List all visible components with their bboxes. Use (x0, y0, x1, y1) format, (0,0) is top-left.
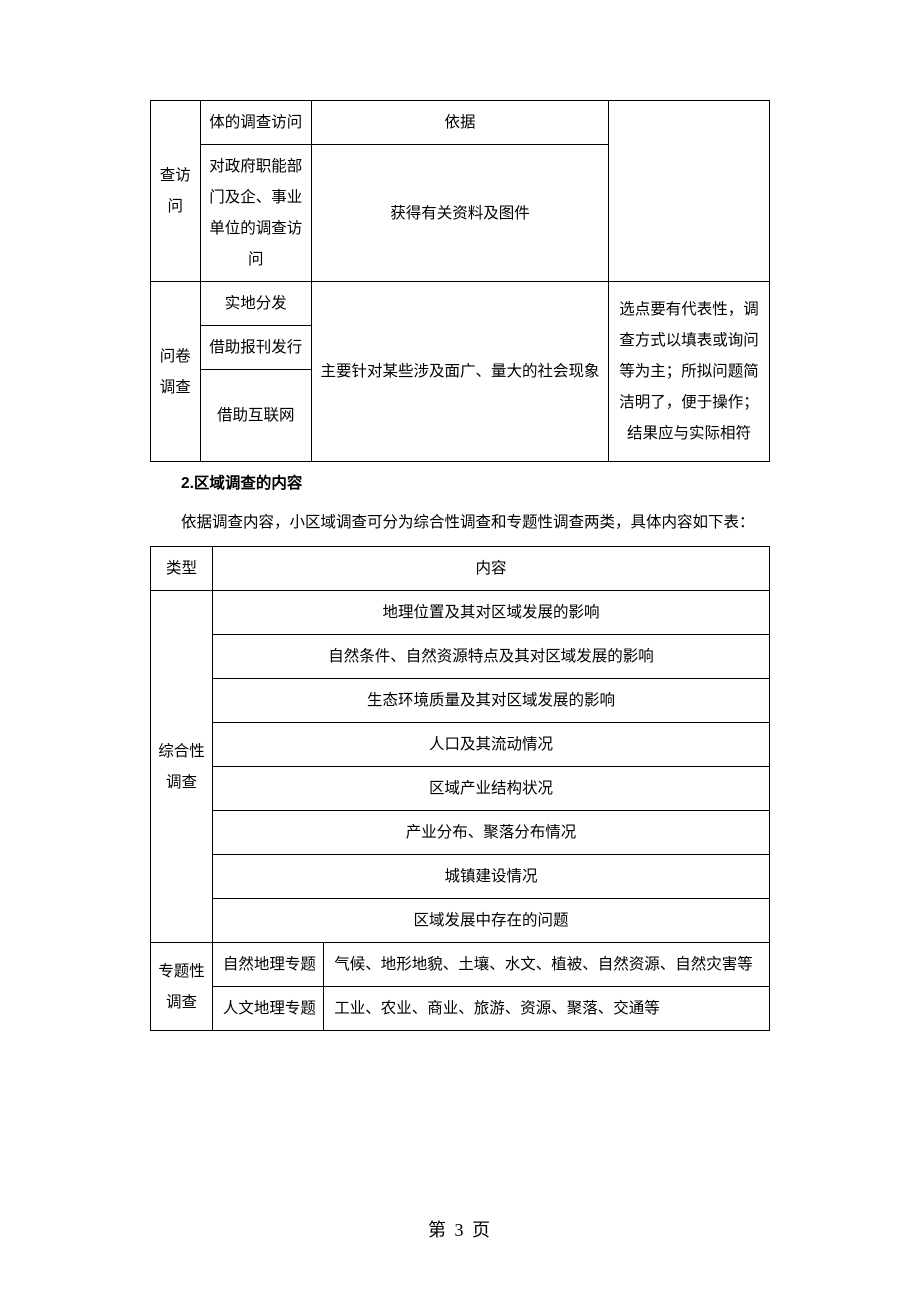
table-header-row: 类型 内容 (151, 547, 770, 591)
row-label: 综合性调查 (151, 591, 213, 943)
cell: 城镇建设情况 (212, 855, 769, 899)
cell: 自然条件、自然资源特点及其对区域发展的影响 (212, 635, 769, 679)
cell: 体的调查访问 (200, 101, 311, 145)
cell: 选点要有代表性，调查方式以填表或询问等为主；所拟问题简洁明了，便于操作；结果应与… (609, 282, 770, 462)
page-number: 第 3 页 (0, 1216, 920, 1242)
cell: 区域产业结构状况 (212, 767, 769, 811)
cell: 主要针对某些涉及面广、量大的社会现象 (311, 282, 608, 462)
cell: 人口及其流动情况 (212, 723, 769, 767)
table-row: 产业分布、聚落分布情况 (151, 811, 770, 855)
survey-methods-table: 查访问 体的调查访问 依据 对政府职能部门及企、事业单位的调查访问 获得有关资料… (150, 100, 770, 462)
survey-content-table: 类型 内容 综合性调查 地理位置及其对区域发展的影响 自然条件、自然资源特点及其… (150, 546, 770, 1031)
table-row: 综合性调查 地理位置及其对区域发展的影响 (151, 591, 770, 635)
table-row: 城镇建设情况 (151, 855, 770, 899)
cell: 自然地理专题 (212, 943, 323, 987)
table-row: 生态环境质量及其对区域发展的影响 (151, 679, 770, 723)
header-cell: 内容 (212, 547, 769, 591)
table-row: 查访问 体的调查访问 依据 (151, 101, 770, 145)
table-row: 专题性调查 自然地理专题 气候、地形地貌、土壤、水文、植被、自然资源、自然灾害等 (151, 943, 770, 987)
cell: 依据 (311, 101, 608, 145)
cell: 获得有关资料及图件 (311, 145, 608, 282)
cell: 对政府职能部门及企、事业单位的调查访问 (200, 145, 311, 282)
header-cell: 类型 (151, 547, 213, 591)
cell: 借助互联网 (200, 370, 311, 462)
cell: 地理位置及其对区域发展的影响 (212, 591, 769, 635)
table-row: 区域产业结构状况 (151, 767, 770, 811)
table-row: 人文地理专题 工业、农业、商业、旅游、资源、聚落、交通等 (151, 987, 770, 1031)
table-row: 自然条件、自然资源特点及其对区域发展的影响 (151, 635, 770, 679)
table-row: 人口及其流动情况 (151, 723, 770, 767)
section-heading: 2.区域调查的内容 (150, 468, 770, 499)
row-label: 专题性调查 (151, 943, 213, 1031)
row-label: 查访问 (151, 101, 201, 282)
cell: 生态环境质量及其对区域发展的影响 (212, 679, 769, 723)
cell: 工业、农业、商业、旅游、资源、聚落、交通等 (324, 987, 770, 1031)
section-paragraph: 依据调查内容，小区域调查可分为综合性调查和专题性调查两类，具体内容如下表： (150, 507, 770, 538)
table-row: 区域发展中存在的问题 (151, 899, 770, 943)
table-row: 问卷调查 实地分发 主要针对某些涉及面广、量大的社会现象 选点要有代表性，调查方… (151, 282, 770, 326)
cell: 实地分发 (200, 282, 311, 326)
page-container: 查访问 体的调查访问 依据 对政府职能部门及企、事业单位的调查访问 获得有关资料… (0, 0, 920, 1302)
cell: 区域发展中存在的问题 (212, 899, 769, 943)
row-label: 问卷调查 (151, 282, 201, 462)
cell: 气候、地形地貌、土壤、水文、植被、自然资源、自然灾害等 (324, 943, 770, 987)
cell: 产业分布、聚落分布情况 (212, 811, 769, 855)
cell: 借助报刊发行 (200, 326, 311, 370)
cell (609, 101, 770, 282)
cell: 人文地理专题 (212, 987, 323, 1031)
